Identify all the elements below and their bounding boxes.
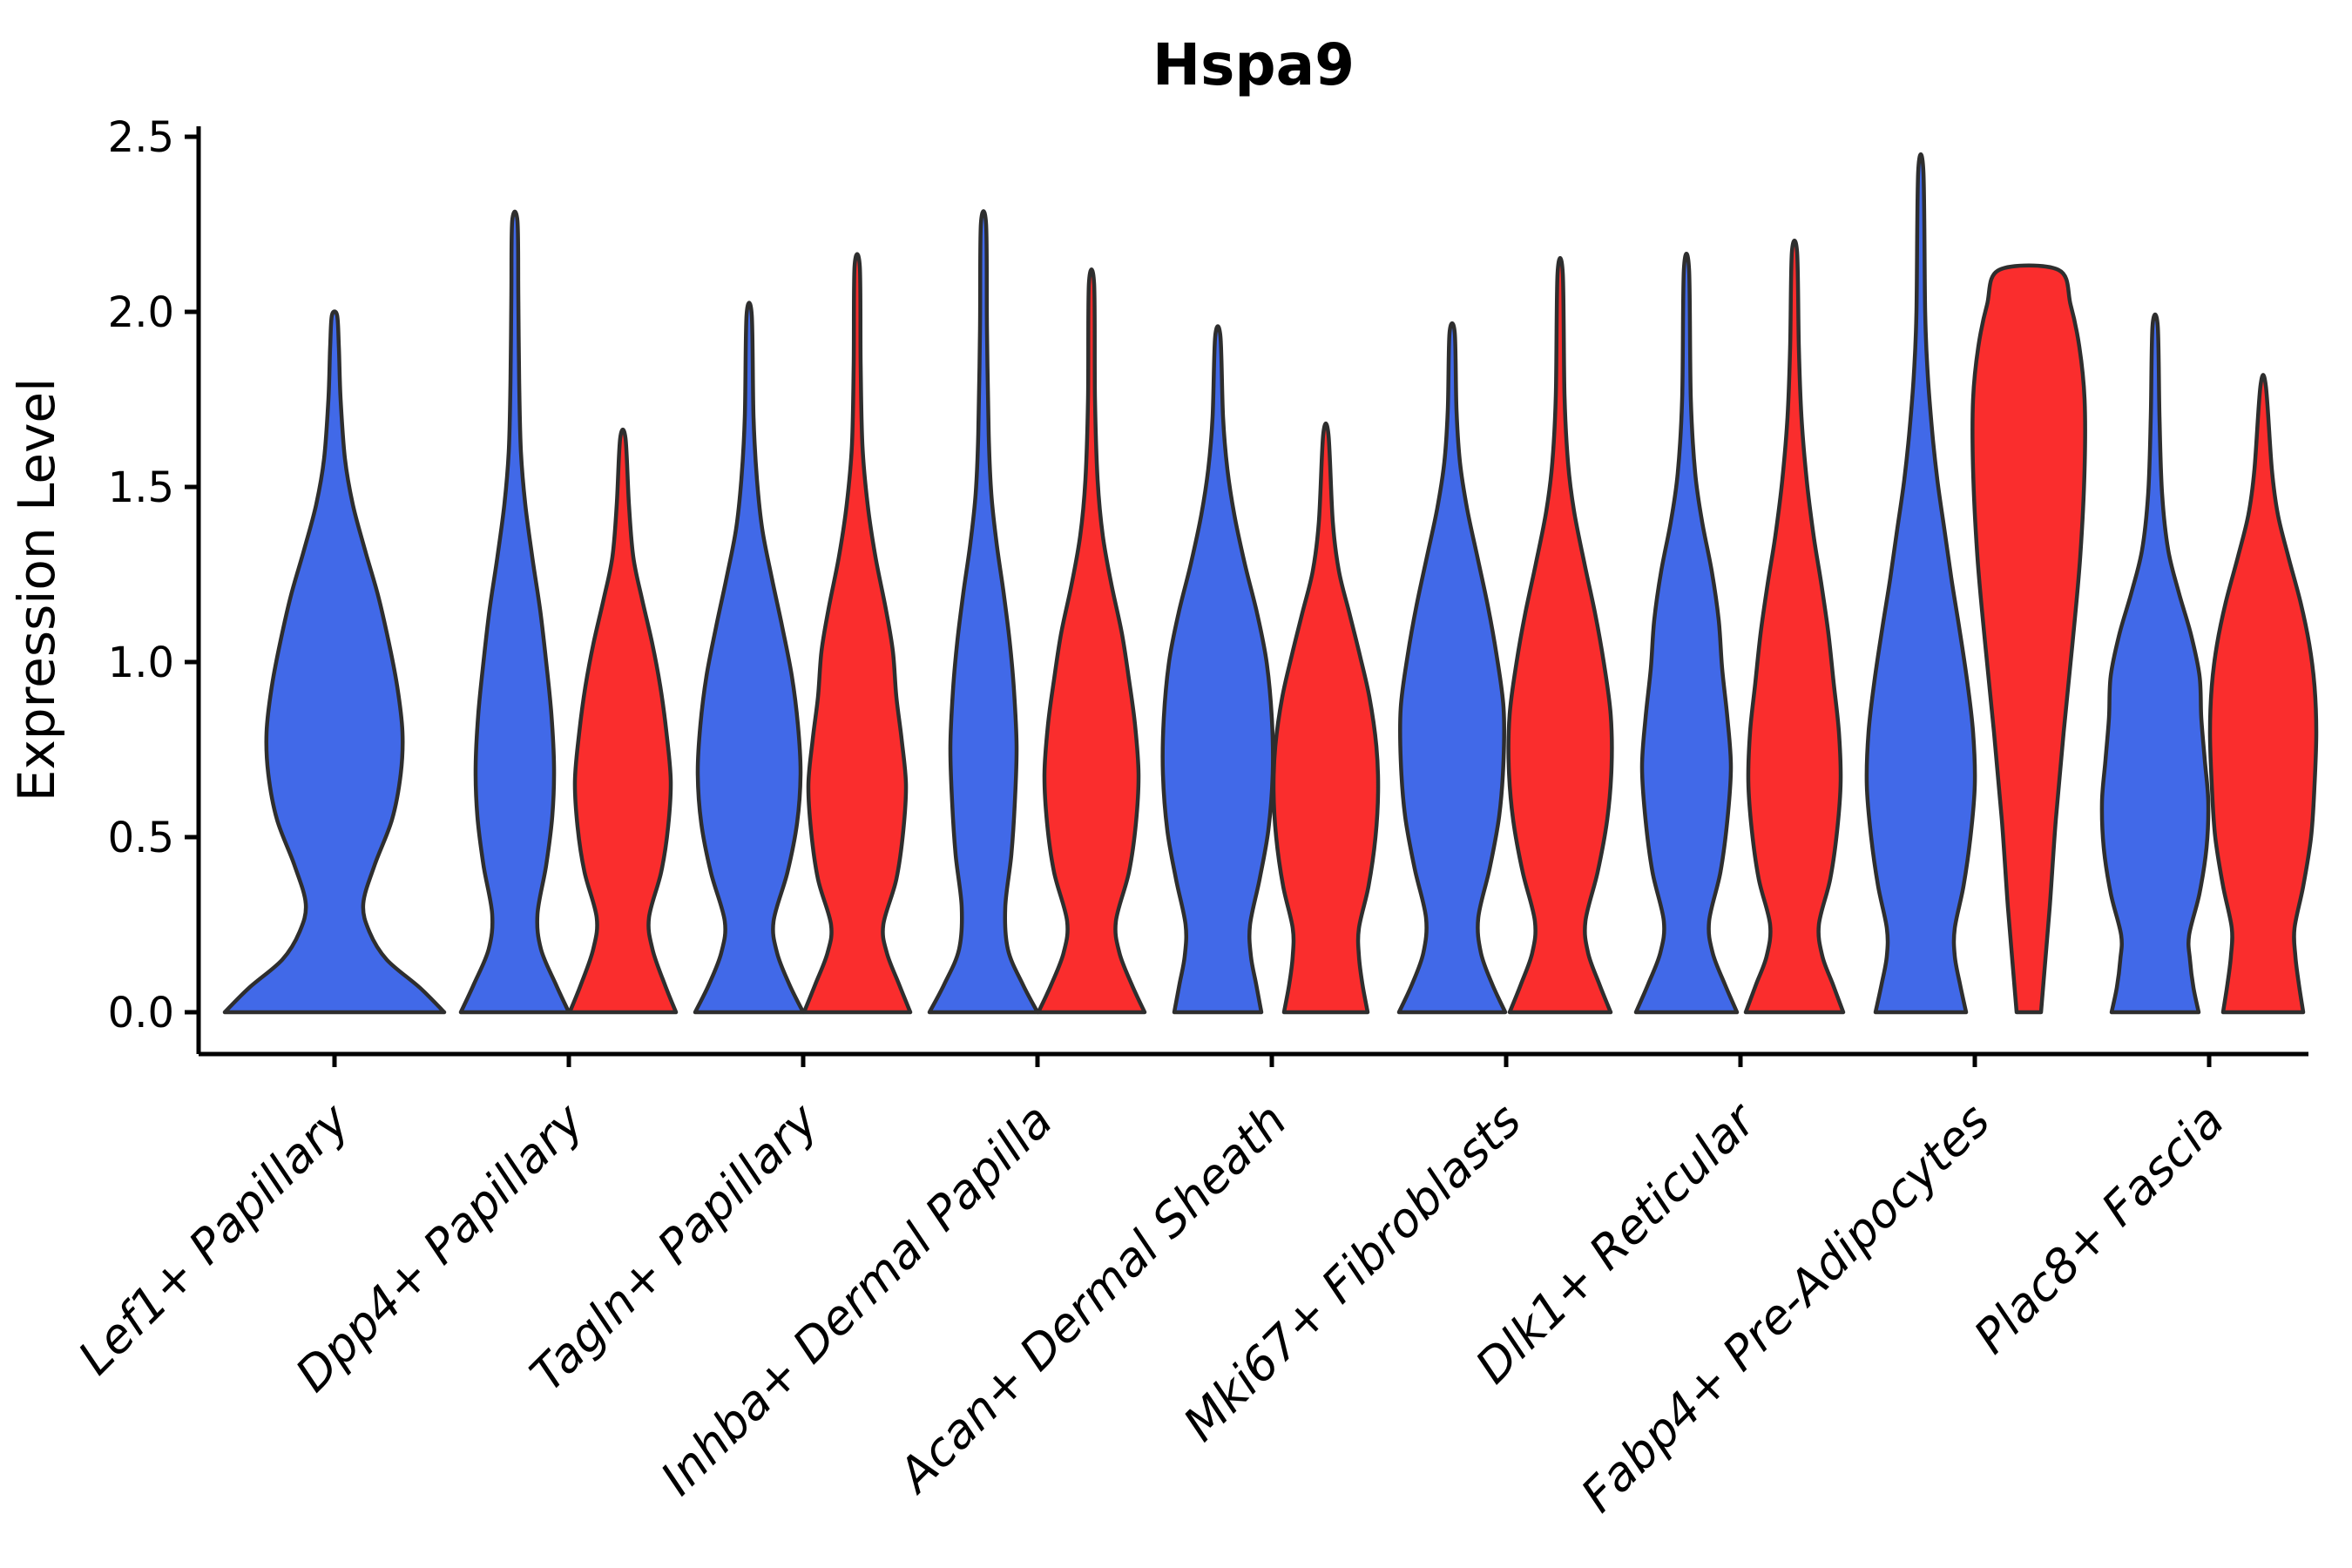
- violin-plac8-fascia-blue: [2099, 312, 2211, 1015]
- axes-layer: [185, 126, 2308, 1067]
- y-tick-label: 2.5: [108, 113, 174, 162]
- x-tick-label: Inhba+ Dermal Papilla: [650, 1093, 1063, 1506]
- violin-fabp4-pre-adipocytes-blue: [1864, 152, 1977, 1015]
- y-tick-label: 2.0: [108, 288, 174, 337]
- violins-layer: [222, 152, 2319, 1015]
- violin-mki67-fibroblasts-blue: [1396, 321, 1508, 1015]
- x-tick-label: Plac8+ Fascia: [1963, 1093, 2234, 1364]
- violin-dlk1-reticular-red: [1743, 238, 1846, 1015]
- x-tick-label: Fabp4+ Pre-Adipocytes: [1571, 1093, 2000, 1523]
- violin-dlk1-reticular-blue: [1633, 251, 1740, 1015]
- violin-mki67-fibroblasts-red: [1506, 255, 1614, 1015]
- y-tick-label: 0.5: [108, 814, 174, 862]
- plot-title: Hspa9: [1152, 31, 1355, 98]
- violin-inhba-dermal-papilla-red: [1036, 267, 1147, 1015]
- violin-acan-dermal-sheath-red: [1271, 421, 1381, 1015]
- violin-fabp4-pre-adipocytes-red: [1970, 263, 2087, 1015]
- violin-tagln-papillary-blue: [693, 301, 806, 1015]
- violin-acan-dermal-sheath-blue: [1160, 324, 1275, 1015]
- y-axis-label: Expression Level: [7, 378, 66, 801]
- y-tick-label: 0.0: [108, 989, 174, 1037]
- violin-lef1-papillary-blue: [222, 309, 447, 1015]
- violin-tagln-papillary-red: [801, 252, 913, 1015]
- violin-inhba-dermal-papilla-blue: [927, 209, 1040, 1015]
- violin-plac8-fascia-red: [2207, 373, 2319, 1015]
- violin-dpp4-papillary-blue: [458, 209, 571, 1015]
- y-tick-label: 1.5: [108, 463, 174, 512]
- y-tick-label: 1.0: [108, 639, 174, 687]
- violin-dpp4-papillary-red: [567, 427, 679, 1015]
- x-tick-label: Acan+ Dermal Sheath: [886, 1093, 1297, 1504]
